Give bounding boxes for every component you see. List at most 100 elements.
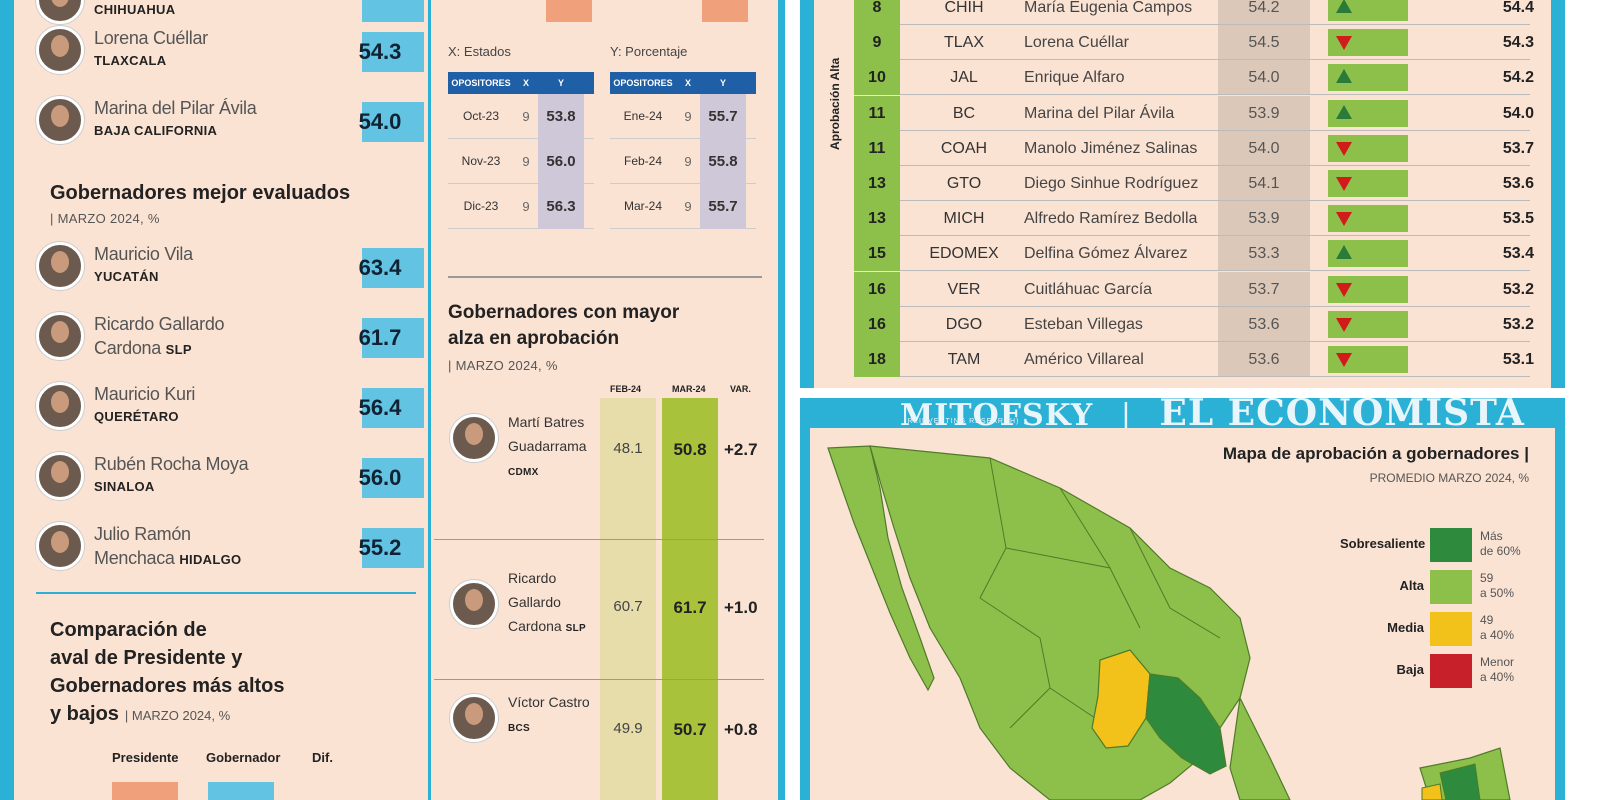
governor-name: Alfredo Ramírez Bedolla [1024, 210, 1198, 228]
current-value: 53.2 [1502, 315, 1534, 333]
table-row: Mar-24 9 55.7 [610, 183, 756, 229]
state-code: VER [947, 280, 981, 298]
state-code: DGO [945, 315, 983, 333]
row-divider [900, 129, 1530, 131]
governor-state: BCS [508, 723, 531, 734]
map-panel-body: Mapa de aprobación a gobernadores | PROM… [810, 428, 1555, 800]
governor-name: Marina del Pilar Ávila [1024, 104, 1175, 122]
table-row: Dic-23 9 56.3 [448, 183, 594, 229]
arrow-down-icon [1336, 317, 1352, 332]
governor-state: SLP [565, 623, 586, 634]
arrow-up-icon [1336, 245, 1352, 260]
governors-panel: CHIHUAHUA Lorena Cuéllar TLAXCALA 54.3 Mari… [0, 0, 785, 800]
legend-swatch [1430, 654, 1472, 688]
avatar [36, 0, 84, 24]
mar-value: 50.7 [673, 720, 707, 739]
trend-bar [1328, 99, 1408, 127]
governor-name: Delfina Gómez Álvarez [1024, 245, 1188, 263]
avatar [36, 312, 84, 360]
compare-title: Comparación de aval de Presidente y Gobe… [50, 619, 285, 725]
governor-state: SLP [165, 342, 192, 357]
arrow-down-icon [1336, 353, 1352, 367]
ranking-row: 15 EDOMEX Delfina Gómez Álvarez 53.3 53.4 [814, 236, 1551, 272]
governor-state: CDMX [508, 467, 539, 478]
avatar [450, 414, 498, 462]
trend-bar [1328, 64, 1408, 92]
trend-bar [1328, 275, 1408, 303]
governor-name: Mauricio Kuri QUERÉTARO [94, 384, 196, 424]
governor-row: Lorena Cuéllar TLAXCALA 54.3 [36, 22, 424, 82]
trend-bar [1328, 134, 1408, 162]
var-value: +0.8 [724, 720, 758, 739]
previous-value: 53.6 [1218, 342, 1310, 377]
row-divider [900, 164, 1530, 166]
legend-range: 59 a 50% [1480, 571, 1515, 600]
table-row: Oct-23 9 53.8 [448, 93, 594, 139]
avatar [36, 452, 84, 500]
avatar [36, 382, 84, 430]
trend-bar [1328, 0, 1408, 21]
avatar [36, 96, 84, 144]
current-value: 53.1 [1502, 351, 1534, 368]
governor-name: Ricardo Gallardo Cardona SLP [94, 314, 225, 358]
map-subtitle: PROMEDIO MARZO 2024, % [1369, 471, 1529, 485]
table-row: Feb-24 9 55.8 [610, 138, 756, 184]
rank: 18 [854, 342, 900, 377]
avatar [36, 26, 84, 74]
governor-row: Mauricio Vila YUCATÁN 63.4 [36, 238, 424, 298]
governor-row: Marina del Pilar Ávila BAJA CALIFORNIA 54.… [36, 92, 424, 152]
arrow-up-icon [1336, 104, 1352, 119]
rank: 15 [854, 236, 900, 272]
brand-mitofsky: MITOFSKY [900, 398, 1094, 433]
legend-swatch [1430, 612, 1472, 646]
legend-swatch [1430, 570, 1472, 604]
ranking-row: 11 COAH Manolo Jiménez Salinas 54.0 53.7 [814, 130, 1551, 166]
state-code: COAH [940, 139, 988, 157]
governor-bar [208, 782, 274, 800]
trend-bar [1328, 170, 1408, 197]
governor-state: TLAXCALA [94, 53, 167, 68]
governor-name: Manolo Jiménez Salinas [1024, 139, 1198, 157]
governor-state: HIDALGO [179, 552, 242, 567]
current-value: 54.3 [1502, 34, 1534, 52]
governor-row: Ricardo Gallardo Cardona SLP 61.7 [36, 308, 424, 368]
previous-value: 54.0 [1218, 60, 1310, 96]
current-value: 54.0 [1502, 104, 1534, 122]
opositores-table-left: OPOSITORES X Y Oct-23 9 53.8 Nov-23 9 56.0 Dic… [448, 72, 594, 229]
row-divider [900, 270, 1530, 272]
rank: 10 [854, 60, 900, 96]
feb-value: 60.7 [613, 598, 643, 615]
rise-row: Martí Batres Guadarrama CDMX 48.1 50.8 +2.7 [434, 400, 764, 540]
rise-table: FEB-24 MAR-24 VAR. Martí Batres Guadarram… [434, 378, 774, 800]
ranking-row: 13 MICH Alfredo Ramírez Bedolla 53.9 53.5 [814, 201, 1551, 237]
table-row: Nov-23 9 56.0 [448, 138, 594, 184]
governors-panel-body: CHIHUAHUA Lorena Cuéllar TLAXCALA 54.3 Mari… [14, 0, 778, 800]
rank: 8 [854, 0, 900, 25]
trend-bar [1328, 29, 1408, 57]
state-code: TAM [947, 351, 981, 368]
governor-row: Mauricio Kuri QUERÉTARO 56.4 [36, 378, 424, 438]
legend-item: Baja Menor a 40% [1340, 654, 1550, 688]
legend-item: Sobresaliente Más de 60% [1340, 528, 1550, 562]
legend-label: Media [1387, 620, 1424, 635]
governor-row: Rubén Rocha Moya SINALOA 56.0 [36, 448, 424, 508]
legend-label: Sobresaliente [1340, 536, 1426, 551]
arrow-down-icon [1336, 212, 1352, 227]
score-badge: 55.2 [344, 528, 424, 568]
avatar [36, 242, 84, 290]
row-divider [900, 200, 1530, 201]
governor-name: Marina del Pilar Ávila BAJA CALIFORNIA [94, 98, 257, 138]
governor-name: Víctor Castro BCS [508, 694, 590, 734]
score-badge: 61.7 [344, 318, 424, 358]
rise-row: Víctor Castro BCS 49.9 50.7 +0.8 [434, 680, 764, 800]
governor-name: Rubén Rocha Moya SINALOA [94, 454, 249, 494]
brand-mitofsky-sub: (REINVENTING RESEARCH) [904, 418, 1020, 425]
current-value: 53.4 [1502, 245, 1534, 263]
rank: 16 [854, 306, 900, 342]
ranking-row: 18 TAM Américo Villareal 53.6 53.1 [814, 342, 1551, 377]
governor-state: YUCATÁN [94, 269, 159, 284]
arrow-down-icon [1336, 36, 1352, 51]
current-value: 53.6 [1502, 175, 1534, 192]
row-divider [900, 24, 1530, 25]
score-badge: 56.4 [344, 388, 424, 428]
